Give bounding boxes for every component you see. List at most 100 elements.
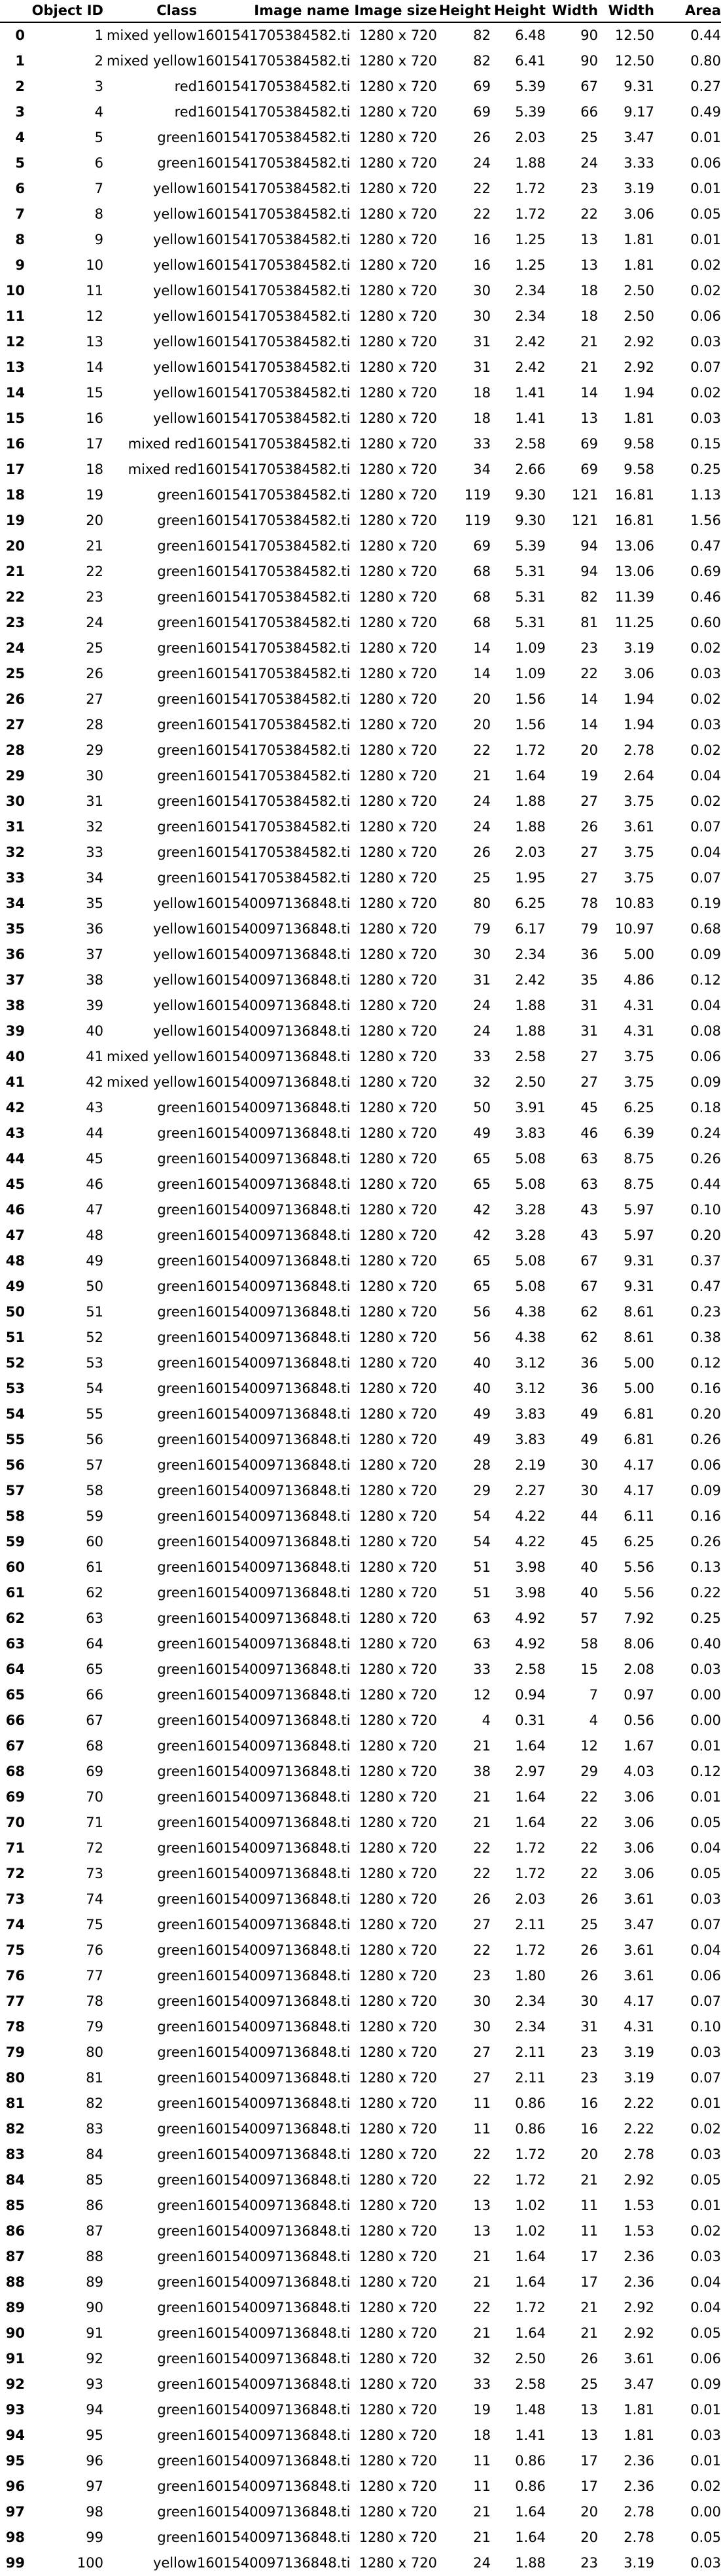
image-size-cell: 1280 x 720 xyxy=(359,2223,437,2239)
height-cell: 1.72 xyxy=(515,1942,546,1958)
row-index: 54 xyxy=(5,1406,25,1422)
width-px-cell: 21 xyxy=(580,2172,598,2188)
width-cell: 6.11 xyxy=(624,1508,654,1524)
table-row: 71 72 green 1601540097136848.tiff 1280 x 720… xyxy=(0,1836,721,1861)
row-index: 99 xyxy=(5,2555,25,2571)
area-cell: 0.00 xyxy=(690,1713,721,1728)
object-id-cell: 48 xyxy=(86,1227,103,1243)
image-name-cell: 1601540097136848.tiff xyxy=(197,1687,349,1703)
height-cell: 1.88 xyxy=(515,819,546,835)
height-cell: 4.22 xyxy=(515,1508,546,1524)
class-cell: green xyxy=(157,1559,197,1575)
image-size-cell: 1280 x 720 xyxy=(359,1406,437,1422)
width-cell: 3.75 xyxy=(624,844,654,860)
image-name-cell: 1601540097136848.tiff xyxy=(197,2300,349,2315)
width-px-cell: 31 xyxy=(580,2019,598,2035)
row-index: 45 xyxy=(5,1176,25,1192)
image-name-cell: 1601541705384582.tiff xyxy=(197,564,349,579)
width-cell: 0.56 xyxy=(624,1713,654,1728)
height-cell: 6.17 xyxy=(515,921,546,937)
class-cell: yellow xyxy=(152,921,197,937)
width-cell: 13.06 xyxy=(614,564,654,579)
area-cell: 0.26 xyxy=(690,1432,721,1447)
object-id-cell: 59 xyxy=(86,1508,103,1524)
row-index: 48 xyxy=(5,1253,25,1269)
height-cell: 2.66 xyxy=(515,462,546,477)
height-cell: 1.09 xyxy=(515,640,546,656)
table-row: 77 78 green 1601540097136848.tiff 1280 x 720… xyxy=(0,1989,721,2014)
table-row: 5 6 green 1601541705384582.tiff 1280 x 720 24… xyxy=(0,151,721,176)
image-size-cell: 1280 x 720 xyxy=(359,921,437,937)
area-cell: 0.03 xyxy=(690,410,721,426)
object-id-cell: 1 xyxy=(94,27,103,43)
area-cell: 0.04 xyxy=(690,1840,721,1856)
object-id-cell: 90 xyxy=(86,2300,103,2315)
row-index: 93 xyxy=(5,2402,25,2418)
table-row: 4 5 green 1601541705384582.tiff 1280 x 720 26… xyxy=(0,125,721,151)
area-cell: 0.47 xyxy=(690,1279,721,1294)
height-px-cell: 16 xyxy=(473,232,491,247)
area-cell: 0.25 xyxy=(690,462,721,477)
row-index: 0 xyxy=(15,27,25,43)
object-id-cell: 31 xyxy=(86,793,103,809)
image-name-cell: 1601541705384582.tiff xyxy=(197,768,349,784)
table-row: 9 10 yellow 1601541705384582.tiff 1280 x 720… xyxy=(0,253,721,278)
image-name-cell: 1601541705384582.tiff xyxy=(197,462,349,477)
image-name-cell: 1601540097136848.tiff xyxy=(197,1968,349,1984)
height-px-cell: 22 xyxy=(473,1942,491,1958)
row-index: 3 xyxy=(15,104,25,120)
row-index: 55 xyxy=(5,1432,25,1447)
row-index: 30 xyxy=(5,793,25,809)
class-cell: green xyxy=(157,2121,197,2137)
image-size-cell: 1280 x 720 xyxy=(359,615,437,630)
image-size-cell: 1280 x 720 xyxy=(359,487,437,503)
height-px-cell: 24 xyxy=(473,1023,491,1039)
row-index: 98 xyxy=(5,2530,25,2545)
image-size-cell: 1280 x 720 xyxy=(359,793,437,809)
height-cell: 1.64 xyxy=(515,2325,546,2341)
image-size-cell: 1280 x 720 xyxy=(359,538,437,554)
class-cell: green xyxy=(157,1151,197,1167)
width-cell: 11.25 xyxy=(614,615,654,630)
image-name-cell: 1601541705384582.tiff xyxy=(197,181,349,196)
image-size-cell: 1280 x 720 xyxy=(359,513,437,528)
width-cell: 2.64 xyxy=(624,768,654,784)
image-name-cell: 1601540097136848.tiff xyxy=(197,2147,349,2162)
object-id-cell: 37 xyxy=(86,947,103,962)
width-px-cell: 27 xyxy=(580,793,598,809)
area-cell: 0.16 xyxy=(690,1381,721,1396)
object-id-cell: 45 xyxy=(86,1151,103,1167)
width-px-cell: 36 xyxy=(580,1355,598,1371)
row-index: 83 xyxy=(5,2147,25,2162)
class-cell: green xyxy=(157,1942,197,1958)
table-row: 57 58 green 1601540097136848.tiff 1280 x 720… xyxy=(0,1478,721,1504)
height-cell: 2.19 xyxy=(515,1457,546,1473)
area-cell: 0.06 xyxy=(690,2351,721,2367)
width-px-cell: 58 xyxy=(580,1636,598,1652)
row-index: 79 xyxy=(5,2044,25,2060)
height-cell: 1.88 xyxy=(515,2555,546,2571)
image-name-cell: 1601540097136848.tiff xyxy=(197,1815,349,1830)
table-row: 82 83 green 1601540097136848.tiff 1280 x 720… xyxy=(0,2116,721,2142)
image-name-cell: 1601540097136848.tiff xyxy=(197,1636,349,1652)
class-cell: green xyxy=(157,640,197,656)
row-index: 89 xyxy=(5,2300,25,2315)
table-row: 17 18 mixed red 1601541705384582.tiff 1280 x… xyxy=(0,457,721,482)
width-cell: 1.53 xyxy=(624,2223,654,2239)
width-cell: 1.53 xyxy=(624,2198,654,2213)
image-name-cell: 1601540097136848.tiff xyxy=(197,1559,349,1575)
row-index: 8 xyxy=(15,232,25,247)
object-id-cell: 81 xyxy=(86,2070,103,2086)
row-index: 90 xyxy=(5,2325,25,2341)
class-cell: green xyxy=(157,1993,197,2009)
width-cell: 3.06 xyxy=(624,206,654,222)
row-index: 66 xyxy=(5,1713,25,1728)
height-px-cell: 30 xyxy=(473,1993,491,2009)
height-px-cell: 20 xyxy=(473,717,491,733)
area-cell: 0.07 xyxy=(690,2070,721,2086)
height-cell: 5.08 xyxy=(515,1176,546,1192)
table-row: 32 33 green 1601541705384582.tiff 1280 x 720… xyxy=(0,840,721,865)
image-size-cell: 1280 x 720 xyxy=(359,359,437,375)
image-name-cell: 1601540097136848.tiff xyxy=(197,998,349,1013)
table-row: 2 3 red 1601541705384582.tiff 1280 x 720 69 5.… xyxy=(0,74,721,100)
